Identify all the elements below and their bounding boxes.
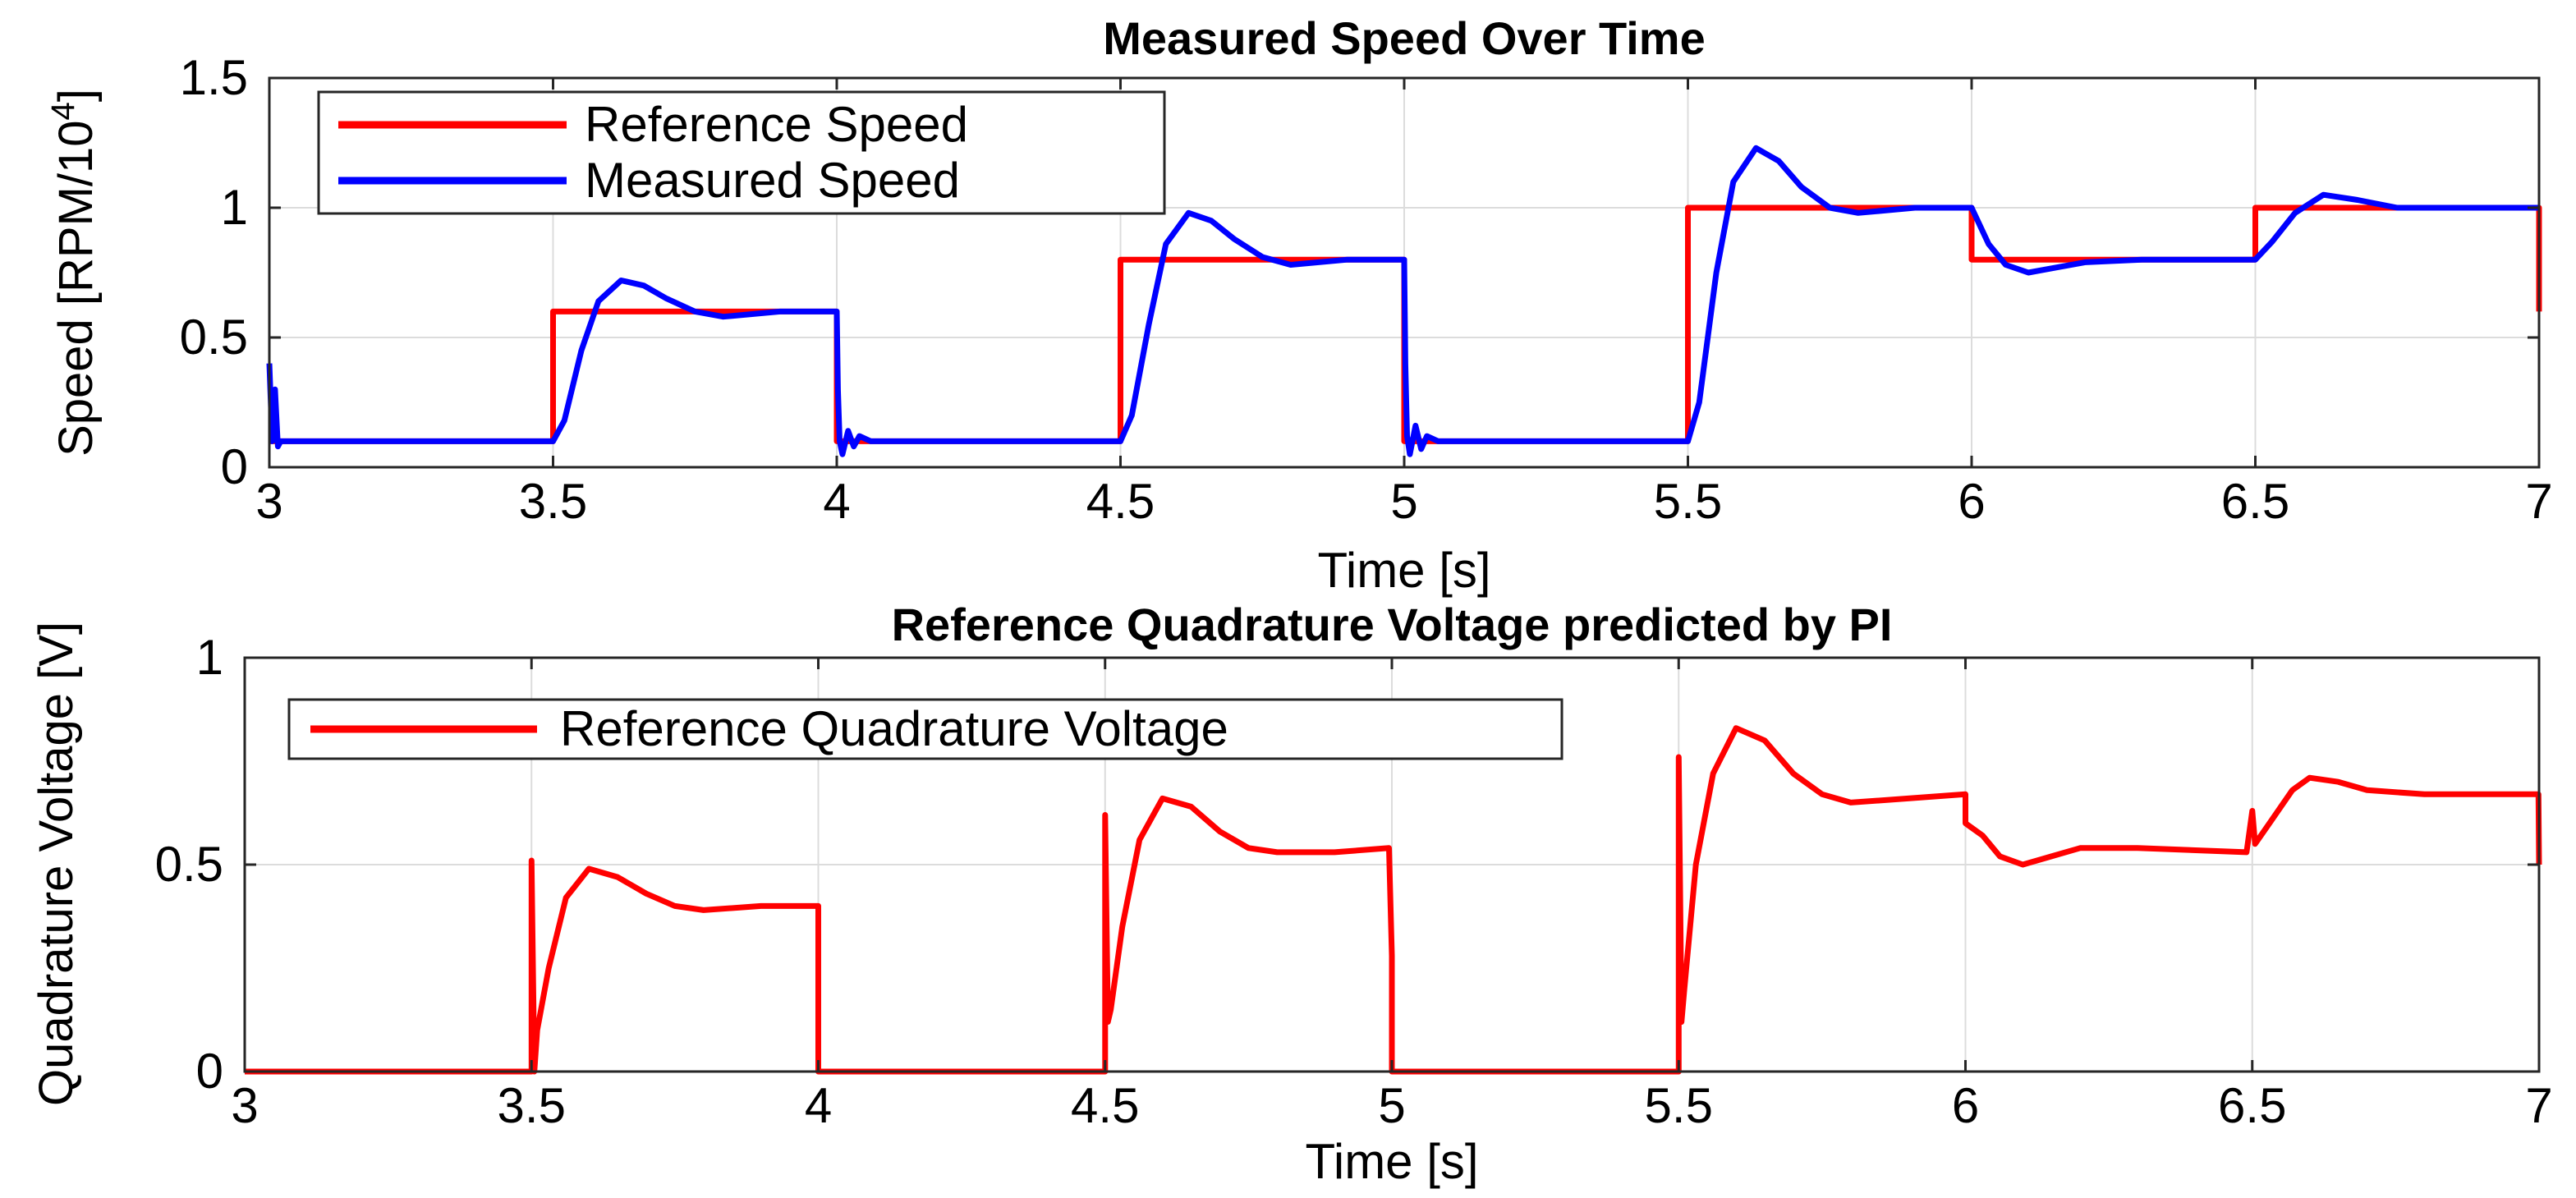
voltage-legend: Reference Quadrature Voltage <box>287 698 1564 760</box>
speed-chart: 3 3.5 4 4.5 5 5.5 6 6.5 7 0 0.5 1 1.5 Measured Spee… <box>45 12 2553 598</box>
speed-y-tick-label: 0 <box>221 439 248 494</box>
speed-y-tick-label: 1.5 <box>180 50 248 105</box>
speed-x-tick-label: 5.5 <box>1654 474 1722 529</box>
speed-legend-box <box>317 90 1166 215</box>
speed-series-group <box>266 145 2542 457</box>
speed-y-tick-label: 0.5 <box>180 310 248 365</box>
speed-x-tick-label: 6 <box>1958 474 1985 529</box>
voltage-y-tick-label: 0 <box>196 1044 223 1099</box>
voltage-x-axis-label: Time [s] <box>1305 1134 1478 1189</box>
voltage-x-ticks: 3 3.5 4 4.5 5 5.5 6 6.5 7 <box>231 658 2553 1133</box>
voltage-x-tick-label: 7 <box>2525 1078 2552 1133</box>
speed-x-tick-label: 6.5 <box>2221 474 2289 529</box>
voltage-y-tick-label: 1 <box>196 630 223 685</box>
speed-chart-title: Measured Speed Over Time <box>1103 12 1706 64</box>
voltage-x-tick-label: 3.5 <box>498 1078 566 1133</box>
voltage-x-tick-label: 5.5 <box>1645 1078 1713 1133</box>
speed-x-tick-label: 5 <box>1390 474 1417 529</box>
voltage-x-tick-label: 4 <box>805 1078 832 1133</box>
series-line-reference-speed <box>269 204 2542 444</box>
voltage-x-tick-label: 3 <box>231 1078 258 1133</box>
voltage-y-tick-label: 0.5 <box>155 837 223 892</box>
speed-y-label-end: ] <box>49 89 103 102</box>
speed-y-label-superscript: 4 <box>45 102 81 120</box>
voltage-x-tick-label: 5 <box>1378 1078 1405 1133</box>
voltage-y-ticks: 00.51 <box>155 630 2539 1099</box>
speed-y-axis-label: Speed [RPM/104] <box>45 89 103 457</box>
legend-label-reference-quadrature-voltage: Reference Quadrature Voltage <box>560 701 1228 756</box>
speed-y-label-main: Speed [RPM/10 <box>49 120 103 456</box>
speed-x-tick-label: 4 <box>823 474 850 529</box>
speed-x-ticks: 3 3.5 4 4.5 5 5.5 6 6.5 7 <box>255 78 2553 529</box>
speed-x-tick-label: 3 <box>255 474 282 529</box>
speed-x-axis-label: Time [s] <box>1317 543 1490 598</box>
voltage-x-tick-label: 6 <box>1952 1078 1979 1133</box>
speed-x-tick-label: 3.5 <box>519 474 587 529</box>
voltage-chart-title: Reference Quadrature Voltage predicted b… <box>892 599 1893 650</box>
voltage-chart: 3 3.5 4 4.5 5 5.5 6 6.5 7 00.51 Reference Quadra… <box>30 599 2553 1189</box>
legend-label-reference-speed: Reference Speed <box>585 97 968 152</box>
legend-label-measured-speed: Measured Speed <box>585 153 960 208</box>
voltage-y-axis-label: Quadrature Voltage [V] <box>30 622 83 1106</box>
speed-y-tick-label: 1 <box>221 180 248 235</box>
speed-x-tick-label: 7 <box>2525 474 2552 529</box>
speed-x-tick-label: 4.5 <box>1086 474 1155 529</box>
speed-legend: Reference Speed Measured Speed <box>317 90 1166 215</box>
voltage-x-tick-label: 4.5 <box>1071 1078 1139 1133</box>
series-line-measured-speed <box>266 145 2539 457</box>
speed-y-ticks: 0 0.5 1 1.5 <box>180 50 2539 494</box>
voltage-x-tick-label: 6.5 <box>2218 1078 2286 1133</box>
